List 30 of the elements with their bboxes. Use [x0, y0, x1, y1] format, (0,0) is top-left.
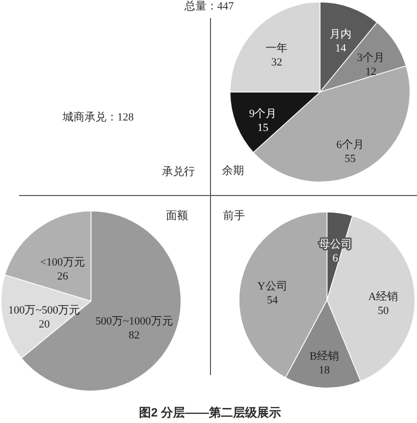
slice-label: 9个月	[249, 108, 277, 120]
chart-title: 面额	[166, 209, 188, 222]
slice-label: 月内	[330, 27, 352, 40]
data-label: 15	[257, 122, 269, 134]
slice-label: Y公司	[257, 280, 288, 292]
data-label: 82	[128, 329, 140, 342]
data-label: 6	[332, 252, 339, 264]
slice-label: B经销	[310, 350, 339, 362]
slice-label: 一年	[266, 42, 288, 55]
slice-label: 500万~1000万元	[95, 315, 173, 328]
data-label: 54	[266, 294, 278, 306]
text: 承兑行	[162, 166, 195, 179]
slice-label: 3个月	[357, 52, 385, 64]
slice-label: 100万~500万元	[8, 304, 80, 316]
text: 余期	[222, 165, 244, 177]
data-label: 18	[318, 364, 330, 376]
text: 城商承兑：128	[62, 112, 134, 124]
slice-label: 6个月	[336, 139, 364, 152]
chart-title: 前手	[223, 209, 245, 222]
caption: 图2 分层——第二层级展示	[138, 406, 282, 420]
data-label: 14	[335, 42, 347, 54]
data-label: 32	[271, 56, 282, 69]
data-label: 26	[57, 270, 69, 283]
data-label: 20	[38, 318, 50, 330]
slice-label: A经销	[368, 291, 398, 304]
data-label: 12	[365, 66, 376, 78]
slice-label: <100万元	[40, 256, 85, 269]
text: 总量：447	[184, 0, 234, 14]
data-label: 50	[378, 305, 390, 318]
data-label: 55	[344, 153, 356, 166]
